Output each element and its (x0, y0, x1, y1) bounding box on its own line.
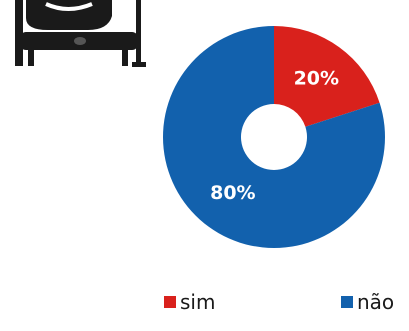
legend-item-sim: sim (164, 290, 215, 314)
legend-item-nao: não (341, 290, 394, 314)
slice-não (162, 26, 385, 248)
slice-sim (274, 26, 380, 127)
donut-chart: 20% 80% (162, 26, 385, 248)
legend-swatch-nao (341, 296, 353, 308)
chart-legend: sim não (0, 290, 409, 320)
legend-label-nao: não (357, 290, 395, 314)
data-label-não: 80% (210, 182, 255, 204)
hospital-bed-icon (8, 0, 148, 72)
legend-swatch-sim (164, 296, 176, 308)
legend-label-sim: sim (180, 290, 216, 314)
data-label-sim: 20% (294, 67, 339, 89)
